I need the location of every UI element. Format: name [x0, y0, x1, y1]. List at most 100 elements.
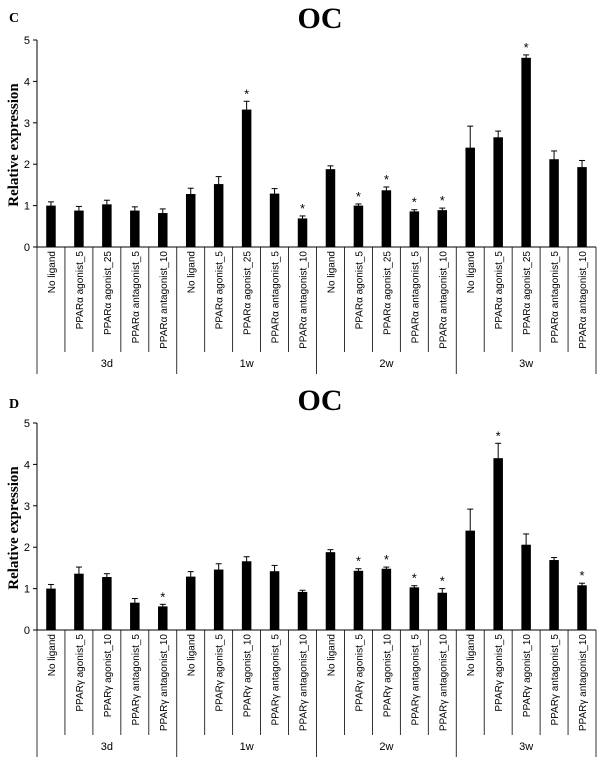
category-label: PPARγ antagonist_10: [299, 634, 310, 732]
category-label: PPARγ agonist_5: [215, 634, 226, 712]
significance-marker: *: [440, 574, 445, 589]
category-label: PPARα agonist_25: [103, 251, 114, 335]
category-label: PPARγ antagonist_5: [550, 634, 561, 726]
bar: [241, 561, 252, 630]
group-label: 3w: [519, 741, 533, 753]
category-label: PPARγ agonist_10: [243, 634, 254, 718]
y-tick-label: 1: [24, 201, 30, 213]
bar: [213, 569, 224, 630]
group-label: 1w: [240, 741, 254, 753]
bar: [549, 560, 559, 630]
category-label: No ligand: [187, 251, 198, 293]
bar: [269, 193, 280, 247]
bar: [74, 210, 84, 247]
y-tick-label: 0: [24, 625, 30, 637]
bar: [102, 204, 112, 247]
y-tick-label: 4: [24, 459, 30, 471]
bar: [158, 213, 168, 247]
significance-marker: *: [300, 201, 305, 216]
bar: [493, 137, 503, 247]
bar: [158, 606, 168, 630]
bar: [549, 159, 559, 247]
bar: [353, 570, 364, 630]
y-tick-label: 4: [24, 76, 30, 88]
bar: [465, 147, 475, 247]
category-label: PPARγ agonist_10: [103, 634, 114, 718]
bar: [46, 588, 56, 630]
bar: [130, 210, 140, 247]
y-tick-label: 5: [24, 35, 30, 47]
category-label: PPARα agonist_25: [382, 251, 393, 335]
category-label: No ligand: [466, 251, 477, 293]
category-label: No ligand: [47, 251, 58, 293]
y-axis-label: Relative expression: [6, 466, 22, 590]
significance-marker: *: [384, 172, 389, 187]
bar: [269, 571, 280, 630]
significance-marker: *: [356, 189, 361, 204]
category-label: No ligand: [326, 251, 337, 293]
group-label: 3d: [101, 358, 113, 370]
category-label: No ligand: [326, 634, 337, 676]
bar: [577, 585, 587, 630]
bar: [577, 167, 587, 247]
category-label: PPARγ agonist_5: [494, 634, 505, 712]
category-label: PPARγ antagonist_5: [271, 634, 282, 726]
bar: [437, 592, 448, 630]
bar: [381, 190, 392, 247]
bar: [185, 576, 196, 630]
significance-marker: *: [160, 589, 165, 604]
category-label: No ligand: [466, 634, 477, 676]
bar: [297, 218, 308, 247]
group-label: 2w: [379, 358, 393, 370]
bar: [130, 602, 140, 630]
category-label: PPARγ agonist_5: [354, 634, 365, 712]
category-label: PPARγ agonist_10: [522, 634, 533, 718]
y-tick-label: 3: [24, 118, 30, 130]
category-label: PPARα agonist_5: [494, 251, 505, 330]
chart-title: OC: [298, 384, 343, 417]
category-label: PPARγ agonist_10: [382, 634, 393, 718]
category-label: PPARγ antagonist_5: [410, 634, 421, 726]
y-tick-label: 0: [24, 242, 30, 254]
bar: [297, 591, 308, 630]
category-label: PPARα antagonist_10: [159, 251, 170, 349]
bar: [437, 210, 448, 247]
category-label: PPARα agonist_25: [522, 251, 533, 335]
significance-marker: *: [412, 195, 417, 210]
category-label: PPARγ agonist_5: [75, 634, 86, 712]
significance-marker: *: [384, 552, 389, 567]
y-tick-label: 2: [24, 542, 30, 554]
bar: [521, 544, 531, 630]
bar: [325, 552, 336, 630]
chart-title: OC: [298, 2, 343, 35]
category-label: PPARα antagonist_5: [550, 251, 561, 344]
category-label: PPARα antagonist_10: [578, 251, 589, 349]
significance-marker: *: [524, 40, 529, 55]
bar: [353, 205, 364, 247]
category-label: PPARγ antagonist_10: [159, 634, 170, 732]
category-label: PPARα agonist_5: [354, 251, 365, 330]
bar: [241, 109, 252, 247]
category-label: PPARα agonist_25: [243, 251, 254, 335]
category-label: No ligand: [187, 634, 198, 676]
category-label: PPARα antagonist_5: [271, 251, 282, 344]
category-label: PPARα agonist_5: [75, 251, 86, 330]
bar: [381, 568, 392, 630]
group-label: 1w: [240, 358, 254, 370]
category-label: No ligand: [47, 634, 58, 676]
y-tick-label: 3: [24, 501, 30, 513]
y-tick-label: 5: [24, 418, 30, 430]
significance-marker: *: [244, 86, 249, 101]
category-label: PPARα agonist_5: [215, 251, 226, 330]
bar: [493, 458, 503, 630]
y-axis-label: Relative expression: [6, 83, 22, 207]
group-label: 2w: [379, 741, 393, 753]
category-label: PPARγ antagonist_10: [578, 634, 589, 732]
significance-marker: *: [412, 571, 417, 586]
category-label: PPARα antagonist_5: [131, 251, 142, 344]
bar: [74, 573, 84, 630]
bar: [185, 194, 196, 247]
chart-panel-d: 0 1 2 3 4 5 No ligand PPARγ agonist_5 PPARγ agon…: [24, 418, 597, 757]
chart-panel-c: 0 1 2 3 4 5 No ligand PPARα agonist_5 PPARα agon…: [24, 35, 597, 374]
